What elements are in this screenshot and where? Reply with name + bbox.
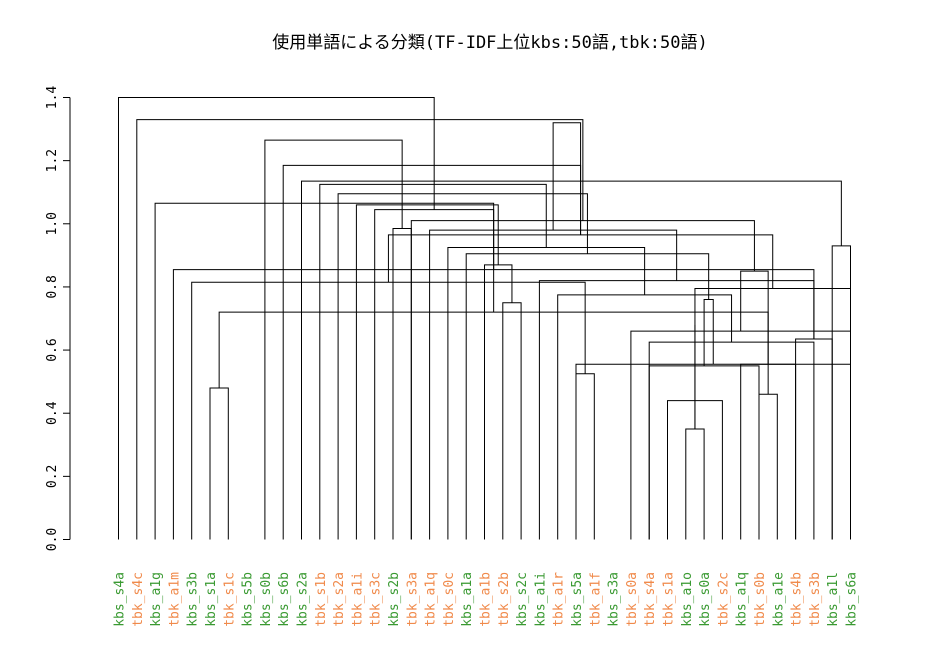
leaf-label: tbk_a1q	[424, 572, 439, 627]
dendrogram-link	[447, 246, 646, 540]
leaf-label: kbs_a1a	[460, 572, 475, 627]
y-tick-label: 1.0	[45, 212, 60, 235]
leaf-label: tbk_a1b	[479, 572, 494, 627]
dendrogram-link	[538, 280, 815, 540]
leaf-label: kbs_a1i	[533, 572, 548, 627]
dendrogram-link	[740, 270, 769, 365]
y-tick-label: 1.2	[45, 149, 60, 172]
y-tick-label: 0.0	[45, 528, 60, 551]
leaf-label: kbs_s4a	[113, 572, 128, 627]
leaf-label: kbs_s5b	[241, 572, 256, 627]
leaf-label: tbk_s4b	[790, 572, 805, 627]
leaf-label: kbs_a1o	[680, 572, 695, 627]
leaf-label: tbk_a1m	[167, 572, 182, 627]
leaf-label: kbs_s6a	[845, 572, 860, 627]
leaf-label: tbk_a1r	[552, 572, 567, 627]
dendrogram-link	[484, 264, 513, 540]
dendrogram-link	[685, 428, 705, 540]
dendrogram-link	[575, 373, 595, 540]
dendrogram-link	[502, 302, 522, 540]
dendrogram-link	[191, 281, 586, 540]
leaf-label: kbs_s2b	[387, 572, 402, 627]
dendrogram-link	[552, 122, 582, 235]
leaf-label: tbk_s2a	[332, 572, 347, 627]
dendrogram-link	[209, 387, 229, 540]
dendrogram-link	[387, 234, 774, 289]
leaf-label: tbk_s3b	[808, 572, 823, 627]
leaf-labels: kbs_s4a tbk_s4c kbs_a1g tbk_a1m kbs_s3b kbs_s…	[113, 572, 860, 627]
leaf-label: tbk_s3c	[369, 572, 384, 627]
dendrogram-link	[337, 193, 588, 540]
dendrogram-link	[703, 299, 714, 366]
leaf-label: tbk_s2b	[497, 572, 512, 627]
y-axis: 0.0 0.2 0.4 0.6 0.8 1.0 1.2 1.4	[45, 86, 71, 551]
leaf-label: kbs_a1e	[771, 572, 786, 627]
dendrogram-tree	[118, 97, 851, 540]
dendrogram-link	[831, 245, 851, 540]
y-tick-label: 0.2	[45, 465, 60, 488]
leaf-label: kbs_s2c	[515, 572, 530, 627]
leaf-label: kbs_s3a	[607, 572, 622, 627]
leaf-label: tbk_s0b	[753, 572, 768, 627]
leaf-label: tbk_s0a	[625, 572, 640, 627]
dendrogram-link	[118, 97, 435, 540]
y-tick-label: 0.4	[45, 401, 60, 425]
dendrogram-link	[282, 164, 582, 540]
dendrogram-link	[355, 204, 499, 540]
dendrogram-link	[575, 363, 851, 540]
dendrogram-link	[154, 202, 495, 540]
leaf-label: tbk_a1i	[350, 572, 365, 627]
leaf-label: kbs_s1a	[204, 572, 219, 627]
leaf-label: tbk_s4c	[131, 572, 146, 627]
leaf-label: kbs_a1g	[149, 572, 164, 627]
leaf-label: kbs_s0b	[259, 572, 274, 627]
dendrogram-link	[465, 253, 710, 540]
leaf-label: tbk_s1a	[662, 572, 677, 627]
leaf-label: kbs_s6b	[277, 572, 292, 627]
dendrogram-link	[410, 220, 755, 540]
y-tick-label: 0.8	[45, 275, 60, 298]
leaf-label: tbk_s1b	[314, 572, 329, 627]
dendrogram-link	[758, 393, 778, 540]
chart-title: 使用単語による分類(TF-IDF上位kbs:50語,tbk:50語)	[272, 32, 707, 53]
leaf-label: tbk_s0c	[442, 572, 457, 627]
leaf-label: kbs_s3b	[186, 572, 201, 627]
leaf-label: tbk_s1c	[222, 572, 237, 627]
leaf-label: kbs_s5a	[570, 572, 585, 627]
leaf-label: kbs_s2a	[296, 572, 311, 627]
y-tick-label: 0.6	[45, 338, 60, 361]
dendrogram-link	[136, 119, 584, 540]
y-tick-label: 1.4	[45, 86, 60, 110]
leaf-label: tbk_s2c	[716, 572, 731, 627]
dendrogram-link	[694, 288, 851, 540]
leaf-label: kbs_s0a	[698, 572, 713, 627]
dendrogram-link	[319, 183, 547, 540]
dendrogram-link	[392, 228, 412, 540]
dendrogram-link	[264, 139, 403, 540]
leaf-label: kbs_a1l	[826, 572, 841, 627]
leaf-label: tbk_a1f	[588, 572, 603, 627]
dendrogram-link	[301, 180, 842, 540]
leaf-label: tbk_s3a	[405, 572, 420, 627]
dendrogram-link	[648, 341, 815, 540]
leaf-label: tbk_s4a	[643, 572, 658, 627]
leaf-label: kbs_a1q	[735, 572, 750, 627]
